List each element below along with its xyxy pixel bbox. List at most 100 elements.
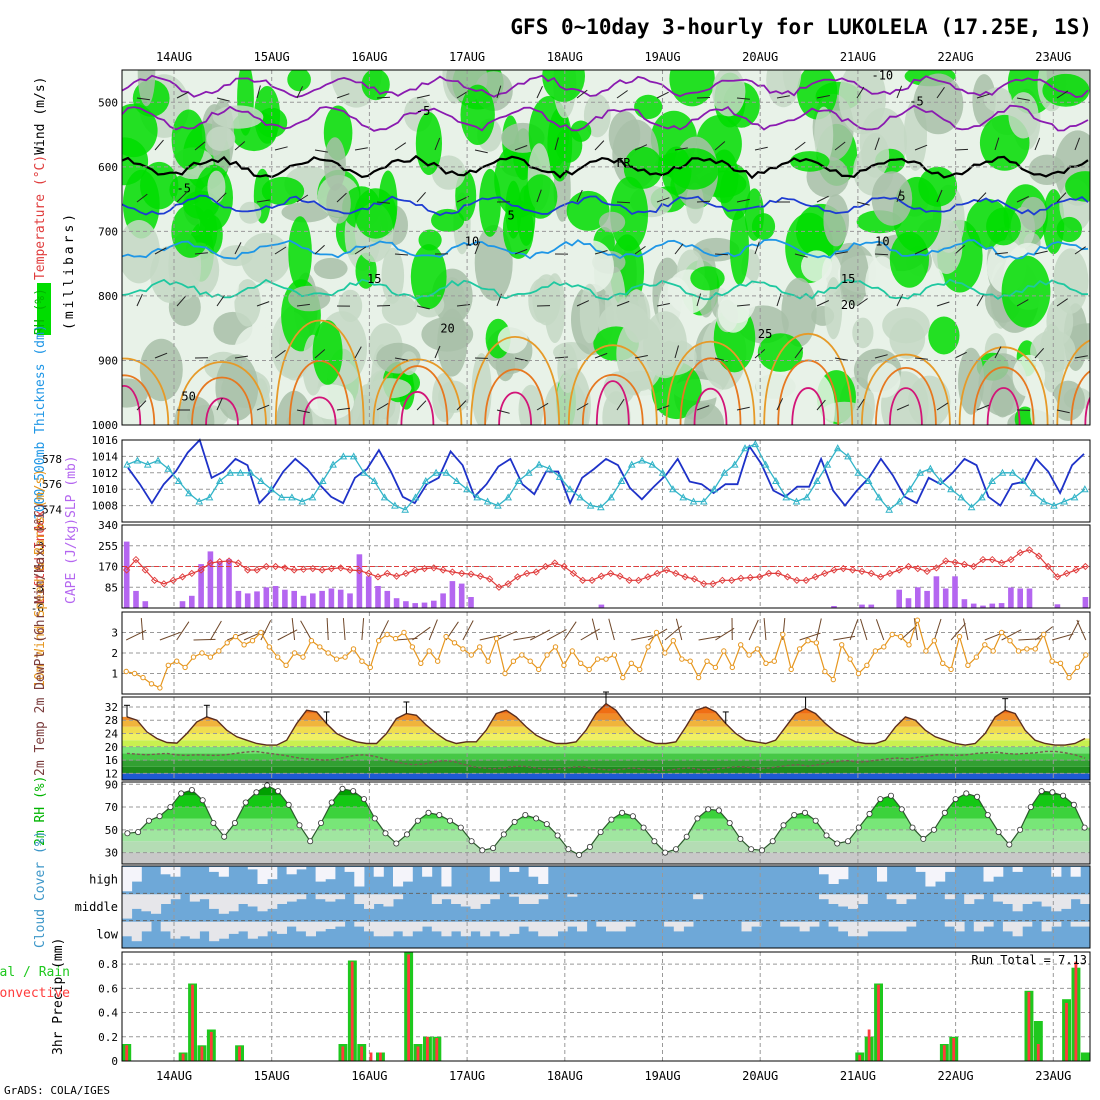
precip-conv-bar: [1036, 1044, 1040, 1061]
wind-barb: [736, 198, 750, 203]
cloud-cell: [383, 894, 394, 907]
wind-barb: [296, 409, 310, 414]
wind-barb: [336, 192, 347, 203]
cape-bar: [244, 593, 251, 608]
precip-conv-bar: [125, 1045, 129, 1061]
cloud-cell: [325, 894, 336, 902]
wind-speed-point: [561, 662, 567, 668]
rh-point: [221, 833, 228, 840]
cloud-cell: [199, 894, 210, 900]
rh-tick: 70: [105, 801, 118, 814]
top-day-label: 21AUG: [840, 50, 876, 64]
cloud-cell: [819, 894, 830, 900]
slp-point: [957, 493, 966, 501]
rh-region: [288, 285, 331, 312]
upper-ytick: 600: [98, 161, 118, 174]
wind-barb: [976, 294, 984, 307]
rh-point: [651, 838, 658, 845]
wind-barb: [1034, 137, 1041, 151]
wind-barb: [176, 295, 186, 307]
rh-region: [418, 229, 442, 251]
wind-speed-point: [805, 638, 811, 644]
credit-text: GrADS: COLA/IGES: [4, 1084, 110, 1097]
surface-wind-barb: [580, 628, 600, 641]
rh-point: [640, 824, 647, 831]
rh-point: [769, 838, 776, 845]
rh-point: [715, 807, 722, 814]
temperature-contour: [122, 104, 1089, 132]
rh-point: [565, 846, 572, 853]
cloud-cell: [218, 921, 229, 939]
cape-bar: [226, 559, 232, 608]
wind-barb: [616, 201, 631, 204]
slp-point: [586, 501, 595, 509]
rh-region: [928, 268, 946, 315]
slp-point: [411, 493, 420, 501]
cloud-cell: [625, 921, 636, 927]
temp-color-band: [122, 720, 1090, 727]
slp-point: [535, 460, 543, 468]
upper-ylabel-wind: Wind (m/s): [33, 77, 48, 155]
wind-speed-point: [224, 640, 230, 646]
cloud-cell: [683, 921, 694, 927]
surface-wind-barb: [428, 619, 438, 641]
wind-barb: [1074, 137, 1081, 151]
cape-bar: [1017, 588, 1023, 608]
slp-point: [936, 476, 945, 484]
li-point: [634, 576, 643, 584]
li-point: [942, 557, 950, 565]
rh-region: [368, 378, 412, 399]
slp-point: [267, 485, 276, 493]
cloud-cell: [160, 894, 171, 904]
cloud-cell: [1051, 921, 1062, 927]
wind-speed-point: [881, 644, 887, 650]
cloud-cell: [122, 894, 133, 919]
li-tick: 3: [37, 540, 44, 553]
slp-point: [494, 501, 502, 509]
wind-barb: [136, 293, 143, 307]
cloud-cell: [557, 921, 568, 932]
cloud-cell: [848, 921, 859, 937]
cloud-cell: [296, 867, 307, 870]
cloud-cell: [489, 867, 500, 882]
surface-wind-barb: [963, 618, 969, 641]
wind-barb: [896, 85, 903, 99]
wind-speed-point: [1015, 648, 1022, 654]
upper-ylabel-temp: Temperature (°C): [33, 155, 48, 280]
slp-point: [627, 460, 636, 468]
wind-barb: [314, 149, 328, 153]
wind-barb: [696, 293, 702, 307]
cloud-row-label: low: [96, 927, 118, 941]
wind-speed-point: [796, 646, 803, 652]
surface-wind-barb: [176, 621, 190, 641]
panel-labels: RH (%) Temperature (°C)Wind (m/s) (millib…: [0, 77, 1087, 1097]
rh-point: [877, 796, 884, 803]
cape-bar: [254, 591, 260, 608]
cloud-cell: [141, 894, 152, 912]
temp-color-band: [122, 726, 1090, 734]
wind-barb: [536, 402, 549, 411]
cape-bar: [933, 576, 940, 608]
cloud-cell: [325, 921, 336, 929]
rh-tick: 50: [105, 824, 118, 837]
surface-wind-barb: [496, 630, 517, 641]
slp-point: [143, 460, 152, 468]
cloud-cell: [393, 894, 404, 900]
wind-speed-point: [611, 652, 618, 658]
cape-bar: [403, 601, 409, 608]
li-point: [793, 576, 801, 584]
rh-region: [288, 216, 312, 289]
wind-barb: [416, 191, 426, 203]
rh-region: [502, 199, 534, 259]
cape-bar: [831, 606, 837, 608]
slp-point: [978, 493, 986, 501]
rh-point: [468, 838, 475, 845]
contour-label: 10: [875, 235, 889, 249]
wind-speed-point: [897, 633, 904, 640]
wind-barb: [256, 404, 270, 411]
wind-barb: [1016, 299, 1029, 307]
rh-region: [1012, 354, 1046, 397]
wind-speed-point: [1007, 638, 1013, 644]
wind-barb: [456, 90, 469, 99]
